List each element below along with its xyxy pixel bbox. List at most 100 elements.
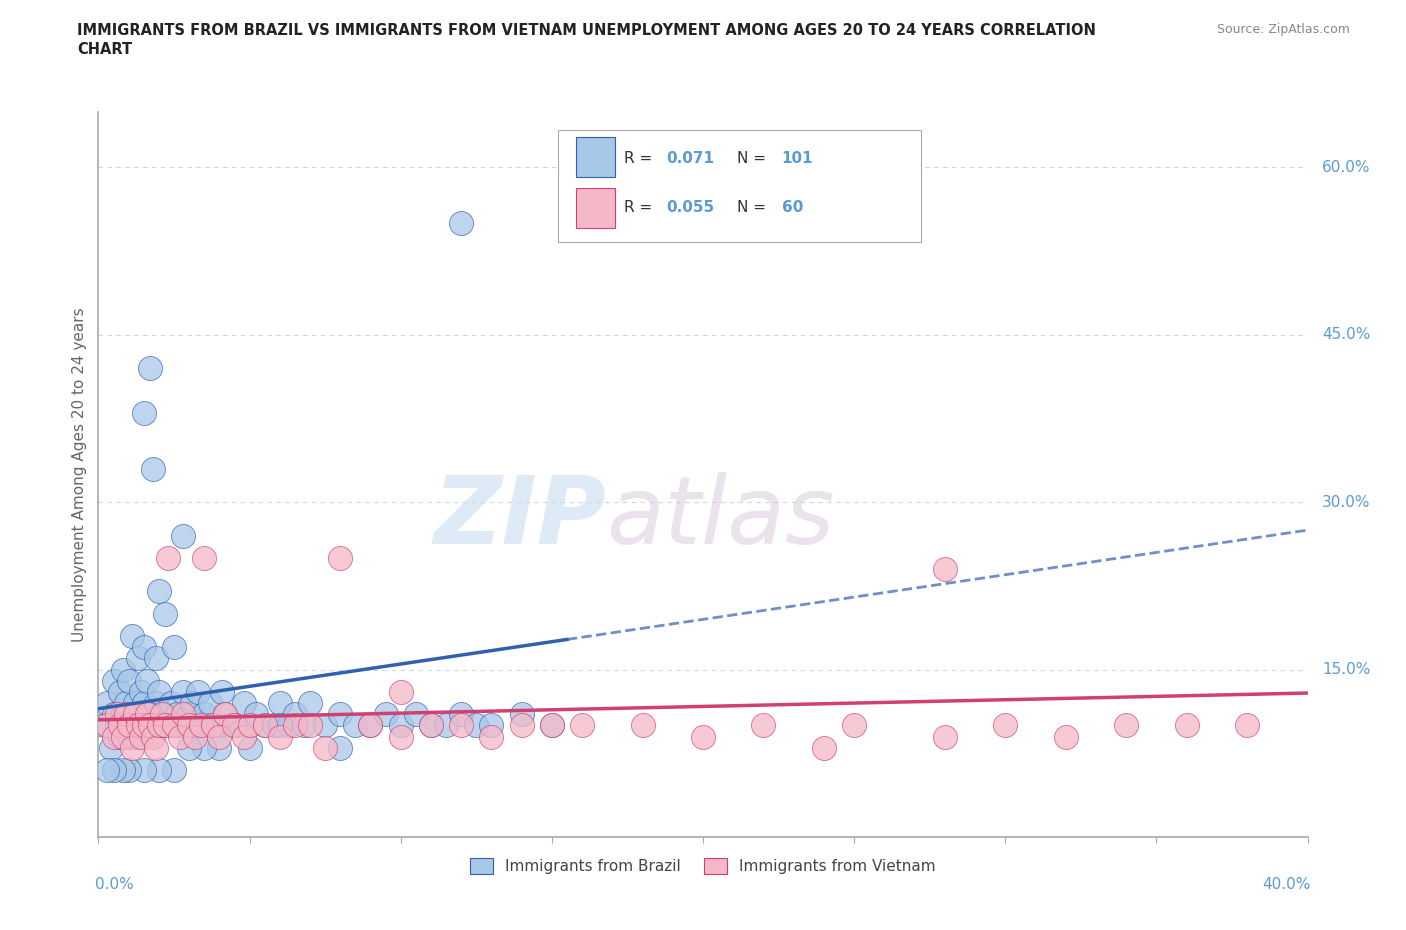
Point	[360, 718, 382, 733]
Point	[202, 718, 225, 733]
Point	[314, 718, 336, 733]
Point	[1115, 718, 1137, 733]
Point	[263, 718, 285, 733]
Bar	[576, 137, 614, 177]
Text: 101: 101	[782, 151, 813, 166]
Text: atlas: atlas	[606, 472, 835, 564]
Point	[224, 718, 246, 733]
Point	[103, 707, 125, 722]
Point	[121, 629, 143, 644]
Point	[121, 740, 143, 755]
Point	[118, 763, 141, 777]
Point	[214, 707, 236, 722]
Point	[142, 461, 165, 476]
Point	[193, 551, 215, 565]
Point	[148, 718, 170, 733]
Point	[420, 718, 443, 733]
Point	[299, 696, 322, 711]
Point	[103, 763, 125, 777]
Point	[994, 718, 1017, 733]
Point	[100, 740, 122, 755]
Point	[135, 718, 157, 733]
Point	[631, 718, 654, 733]
Point	[193, 707, 215, 722]
Point	[752, 718, 775, 733]
Point	[232, 696, 254, 711]
Point	[174, 718, 197, 733]
Point	[226, 718, 249, 733]
Point	[481, 729, 503, 744]
Text: 0.071: 0.071	[666, 151, 714, 166]
Text: CHART: CHART	[77, 42, 132, 57]
Point	[239, 740, 262, 755]
Point	[142, 729, 165, 744]
Point	[329, 707, 352, 722]
Point	[139, 361, 162, 376]
Point	[124, 729, 146, 744]
Text: Source: ZipAtlas.com: Source: ZipAtlas.com	[1216, 23, 1350, 36]
Point	[111, 729, 134, 744]
Point	[314, 740, 336, 755]
Point	[108, 729, 131, 744]
Point	[190, 718, 212, 733]
Point	[208, 740, 231, 755]
Point	[163, 763, 186, 777]
Point	[540, 718, 562, 733]
Point	[253, 718, 276, 733]
Point	[844, 718, 866, 733]
Point	[184, 729, 207, 744]
Point	[148, 763, 170, 777]
Point	[105, 718, 128, 733]
Point	[163, 640, 186, 655]
Point	[1054, 729, 1077, 744]
Point	[510, 707, 533, 722]
Point	[127, 651, 149, 666]
Point	[150, 707, 173, 722]
Point	[114, 696, 136, 711]
Point	[105, 707, 128, 722]
Point	[211, 684, 233, 699]
Point	[190, 718, 212, 733]
Point	[148, 718, 170, 733]
Point	[1175, 718, 1198, 733]
Point	[389, 729, 412, 744]
Point	[284, 707, 307, 722]
Text: 60.0%: 60.0%	[1322, 160, 1371, 175]
Point	[127, 707, 149, 722]
Point	[934, 729, 956, 744]
Text: 40.0%: 40.0%	[1263, 877, 1310, 892]
Point	[571, 718, 593, 733]
FancyBboxPatch shape	[558, 130, 921, 242]
Point	[96, 763, 118, 777]
Point	[329, 551, 352, 565]
Text: R =: R =	[624, 151, 652, 166]
Point	[163, 718, 186, 733]
Legend: Immigrants from Brazil, Immigrants from Vietnam: Immigrants from Brazil, Immigrants from …	[464, 852, 942, 880]
Point	[420, 718, 443, 733]
Point	[132, 640, 155, 655]
Point	[153, 718, 176, 733]
Point	[450, 216, 472, 231]
Point	[111, 662, 134, 677]
Point	[96, 696, 118, 711]
Text: 45.0%: 45.0%	[1322, 327, 1371, 342]
Point	[202, 718, 225, 733]
Point	[187, 684, 209, 699]
Point	[179, 740, 201, 755]
Point	[169, 718, 191, 733]
Point	[127, 718, 149, 733]
Point	[277, 718, 299, 733]
Point	[172, 707, 194, 722]
Point	[181, 696, 204, 711]
Point	[540, 718, 562, 733]
Point	[172, 684, 194, 699]
Point	[239, 718, 262, 733]
Point	[118, 729, 141, 744]
Point	[121, 718, 143, 733]
Point	[214, 707, 236, 722]
Point	[292, 718, 315, 733]
Point	[93, 718, 115, 733]
Point	[129, 718, 152, 733]
Point	[129, 729, 152, 744]
Text: ZIP: ZIP	[433, 472, 606, 564]
